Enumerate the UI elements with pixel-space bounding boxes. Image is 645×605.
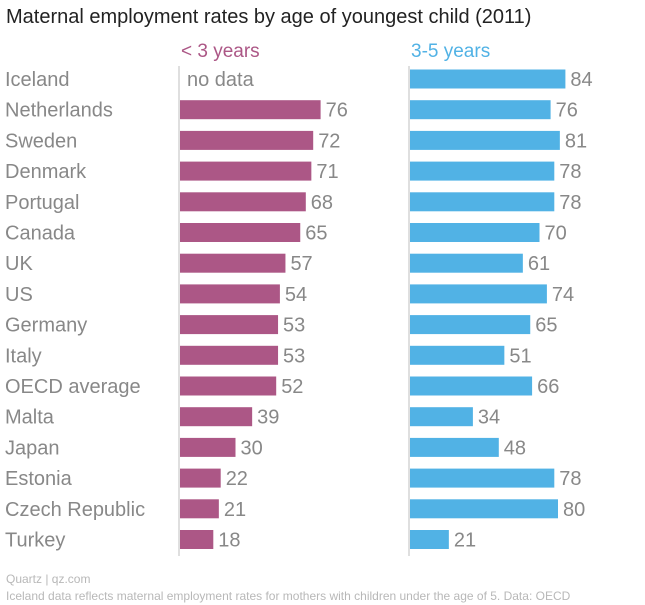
data-label-1: 48 xyxy=(504,437,526,459)
bar-1 xyxy=(410,376,533,396)
data-label-1: 81 xyxy=(565,130,587,152)
data-label-1: 80 xyxy=(563,499,585,521)
no-data-label: no data xyxy=(187,69,255,91)
footer-source: Quartz | qz.com xyxy=(6,572,91,586)
bar-1 xyxy=(410,530,449,549)
category-label: Italy xyxy=(5,345,42,367)
category-label: Canada xyxy=(5,223,76,245)
category-label: Czech Republic xyxy=(5,499,145,521)
bar-1 xyxy=(410,345,505,365)
bar-0 xyxy=(180,253,286,273)
data-label-1: 66 xyxy=(537,376,559,398)
category-label: Germany xyxy=(5,315,87,337)
data-label-1: 78 xyxy=(559,192,581,214)
bar-0 xyxy=(180,376,277,396)
data-label-0: 53 xyxy=(283,345,305,367)
data-label-1: 21 xyxy=(454,530,476,552)
legend-label-1: 3-5 years xyxy=(411,41,490,62)
data-label-0: 52 xyxy=(281,376,303,398)
data-label-0: 21 xyxy=(224,499,246,521)
category-label: Portugal xyxy=(5,192,80,214)
bar-0 xyxy=(180,345,279,365)
bar-1 xyxy=(410,437,499,457)
bar-0 xyxy=(180,284,280,304)
data-label-1: 51 xyxy=(509,345,531,367)
bar-0 xyxy=(180,192,306,212)
data-label-0: 54 xyxy=(285,284,307,306)
chart-title: Maternal employment rates by age of youn… xyxy=(6,6,532,28)
data-label-1: 61 xyxy=(528,253,550,275)
data-label-1: 65 xyxy=(535,315,557,337)
category-label: OECD average xyxy=(5,376,141,398)
bar-0 xyxy=(180,130,314,150)
category-label: Malta xyxy=(5,407,55,429)
bar-1 xyxy=(410,161,555,181)
data-label-0: 18 xyxy=(218,530,240,552)
bar-1 xyxy=(410,499,558,519)
bar-chart: < 3 years 3-5 years Iceland no data 84 Nether… xyxy=(5,41,593,556)
bar-1 xyxy=(410,192,555,212)
bar-1 xyxy=(410,130,560,150)
data-label-0: 68 xyxy=(311,192,333,214)
bar-1 xyxy=(410,315,531,335)
bar-1 xyxy=(410,100,551,120)
category-label: Turkey xyxy=(5,530,65,552)
data-label-0: 72 xyxy=(318,130,340,152)
bar-0 xyxy=(180,530,214,549)
data-label-0: 76 xyxy=(326,100,348,122)
bar-1 xyxy=(410,468,555,488)
category-label: Iceland xyxy=(5,69,70,91)
data-label-0: 53 xyxy=(283,315,305,337)
bar-1 xyxy=(410,223,540,242)
data-label-0: 71 xyxy=(316,161,338,183)
data-label-1: 84 xyxy=(570,69,592,91)
category-label: Denmark xyxy=(5,161,87,183)
bar-0 xyxy=(180,161,312,181)
bar-0 xyxy=(180,407,253,427)
bar-0 xyxy=(180,499,219,519)
bar-0 xyxy=(180,315,279,335)
bar-0 xyxy=(180,437,236,457)
footer-note: Iceland data reflects maternal employmen… xyxy=(6,589,571,603)
category-label: US xyxy=(5,284,33,306)
category-label: UK xyxy=(5,253,33,275)
category-label: Sweden xyxy=(5,130,77,152)
bar-0 xyxy=(180,100,321,120)
data-label-0: 39 xyxy=(257,407,279,429)
data-label-1: 74 xyxy=(552,284,574,306)
legend-label-0: < 3 years xyxy=(181,41,260,62)
data-label-0: 30 xyxy=(241,437,263,459)
bar-1 xyxy=(410,253,523,273)
category-label: Estonia xyxy=(5,468,73,490)
data-label-0: 57 xyxy=(290,253,312,275)
data-label-0: 65 xyxy=(305,223,327,245)
category-label: Netherlands xyxy=(5,100,113,122)
bar-1 xyxy=(410,407,473,427)
data-label-1: 34 xyxy=(478,407,500,429)
data-label-0: 22 xyxy=(226,468,248,490)
data-label-1: 76 xyxy=(556,100,578,122)
data-label-1: 78 xyxy=(559,468,581,490)
data-label-1: 78 xyxy=(559,161,581,183)
bar-1 xyxy=(410,69,566,89)
bar-1 xyxy=(410,284,547,304)
bar-0 xyxy=(180,223,301,242)
bar-0 xyxy=(180,468,221,488)
category-label: Japan xyxy=(5,437,60,459)
data-label-1: 70 xyxy=(545,223,567,245)
